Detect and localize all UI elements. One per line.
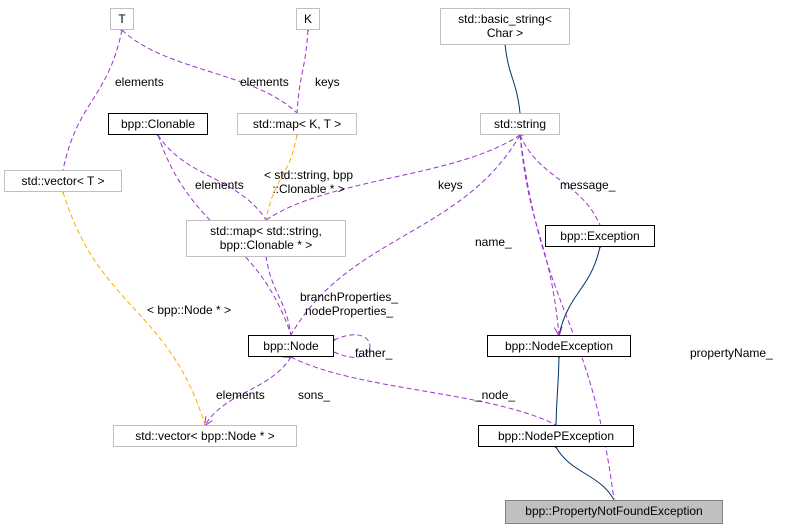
edge-label: branchProperties_nodeProperties_ (300, 290, 398, 318)
edge-NodePExc-PropNotFnd (556, 447, 614, 500)
node-Clonable: bpp::Clonable (108, 113, 208, 135)
node-Node: bpp::Node (248, 335, 334, 357)
edge-label: name_ (475, 235, 512, 249)
edge-label: < std::string, bpp::Clonable * > (264, 168, 353, 196)
edge-label: sons_ (298, 388, 330, 402)
node-vectorNode: std::vector< bpp::Node * > (113, 425, 297, 447)
edge-T-vectorT (63, 30, 122, 170)
node-mapStrClon: std::map< std::string,bpp::Clonable * > (186, 220, 346, 257)
edge-label: elements (115, 75, 164, 89)
node-K: K (296, 8, 320, 30)
edge-mapStrClon-Node (266, 256, 291, 335)
edge-label: message_ (560, 178, 615, 192)
node-NodeExc: bpp::NodeException (487, 335, 631, 357)
edge-T-mapKT (122, 30, 297, 113)
edge-basicstr-string (505, 44, 520, 113)
node-Exception: bpp::Exception (545, 225, 655, 247)
node-basicstr: std::basic_string<Char > (440, 8, 570, 45)
edge-label: elements (240, 75, 289, 89)
edge-label: propertyName_ (690, 346, 773, 360)
edge-label: elements (216, 388, 265, 402)
node-vectorT: std::vector< T > (4, 170, 122, 192)
edge-label: < bpp::Node * > (147, 303, 231, 317)
edge-Node-NodePExc (291, 357, 556, 425)
node-PropNotFnd: bpp::PropertyNotFoundException (505, 500, 723, 524)
node-NodePExc: bpp::NodePException (478, 425, 634, 447)
node-string: std::string (480, 113, 560, 135)
edge-label: _node_ (475, 388, 515, 402)
edge-label: keys (438, 178, 463, 192)
edge-K-mapKT (297, 30, 308, 113)
edge-NodeExc-NodePExc (556, 357, 559, 425)
edge-label: father_ (355, 346, 392, 360)
diagram-canvas: TKstd::basic_string<Char >bpp::Clonables… (0, 0, 798, 529)
edge-label: elements (195, 178, 244, 192)
node-T: T (110, 8, 134, 30)
node-mapKT: std::map< K, T > (237, 113, 357, 135)
edge-Exception-NodeExc (559, 247, 600, 335)
edge-label: keys (315, 75, 340, 89)
